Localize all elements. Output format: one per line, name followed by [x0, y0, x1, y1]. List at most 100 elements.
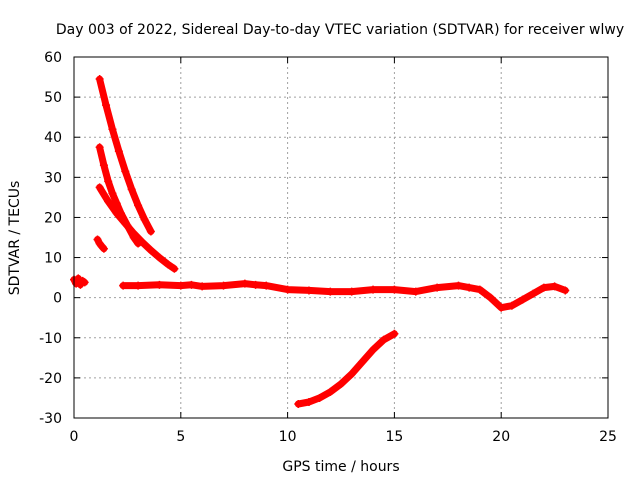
data-point [134, 281, 143, 290]
data-point [104, 177, 113, 186]
data-point [347, 287, 356, 296]
y-tick-label: -10 [39, 331, 62, 347]
data-point [390, 329, 399, 338]
data-point [251, 280, 260, 289]
data-point [95, 143, 104, 152]
data-point [99, 161, 108, 170]
data-point [99, 244, 108, 253]
series-line [96, 183, 178, 273]
data-point [369, 345, 378, 354]
y-tick-label: 50 [44, 90, 62, 106]
data-point [262, 281, 271, 290]
data-point [304, 397, 313, 406]
data-point [146, 227, 155, 236]
series-line [94, 236, 108, 253]
series-arc-short [93, 235, 108, 253]
data-point [80, 278, 89, 287]
data-point [347, 369, 356, 378]
y-tick-label: 40 [44, 130, 62, 146]
data-point [134, 201, 143, 210]
data-point [550, 282, 559, 291]
series-arc-negative [294, 329, 399, 408]
data-point [507, 301, 516, 310]
data-point [155, 280, 164, 289]
data-point [454, 281, 463, 290]
data-point [119, 281, 128, 290]
data-point [108, 125, 117, 134]
y-axis-label: SDTVAR / TECUs [7, 181, 23, 296]
data-point [358, 357, 367, 366]
data-point [326, 287, 335, 296]
data-point [390, 285, 399, 294]
data-point [102, 101, 111, 110]
data-point [95, 75, 104, 84]
data-point [140, 215, 149, 224]
data-point [240, 279, 249, 288]
data-point [497, 303, 506, 312]
y-tick-label: 0 [53, 291, 62, 307]
y-tick-label: 30 [44, 170, 62, 186]
x-tick-label: 15 [385, 429, 403, 445]
x-tick-label: 25 [599, 429, 617, 445]
data-point [337, 379, 345, 388]
data-point [121, 219, 130, 228]
data-point [104, 197, 113, 206]
data-point [112, 199, 121, 208]
data-point [93, 235, 102, 244]
data-point [121, 167, 130, 176]
data-point [176, 281, 185, 290]
data-point [112, 209, 121, 218]
data-points [70, 75, 570, 408]
axis-ticks: 0 5 10 15 20 25 -30 -20 -10 0 10 20 30 40 50 60 [39, 50, 617, 445]
plot-frame [73, 56, 609, 419]
data-point [74, 274, 83, 283]
data-point [198, 282, 207, 291]
data-point [475, 285, 484, 294]
data-point [433, 283, 442, 292]
data-point [170, 264, 179, 273]
data-point [114, 147, 123, 156]
data-point [304, 286, 313, 295]
data-point [219, 281, 228, 290]
data-point [95, 183, 104, 192]
data-point [108, 189, 117, 198]
data-point [127, 185, 136, 194]
data-point [529, 289, 538, 298]
x-tick-label: 5 [176, 429, 185, 445]
data-point [486, 293, 495, 302]
data-point [539, 283, 548, 292]
data-point [411, 287, 420, 296]
data-point [187, 280, 196, 289]
data-point [138, 238, 147, 247]
series-arc-start-cluster [70, 274, 89, 289]
data-point [326, 387, 335, 396]
data-point [465, 283, 474, 292]
series-arc-high [95, 75, 155, 236]
data-point [518, 295, 527, 304]
x-tick-label: 10 [279, 429, 297, 445]
data-point [283, 285, 292, 294]
data-point [369, 285, 378, 294]
y-tick-label: -30 [39, 411, 62, 427]
series-line [294, 330, 398, 408]
x-tick-label: 20 [492, 429, 510, 445]
data-point [294, 399, 303, 408]
y-tick-label: -20 [39, 371, 62, 387]
y-tick-label: 20 [44, 210, 62, 226]
series-arc-low [95, 183, 179, 273]
series-arc-baseline [119, 279, 570, 312]
data-point [155, 253, 164, 262]
data-point [146, 246, 155, 255]
y-tick-label: 60 [44, 50, 62, 66]
x-axis-label: GPS time / hours [282, 459, 399, 475]
chart-title: Day 003 of 2022, Sidereal Day-to-day VTE… [56, 22, 624, 38]
data-point [129, 229, 138, 238]
series-line [119, 280, 569, 312]
data-point [163, 260, 172, 269]
x-tick-label: 0 [70, 429, 79, 445]
y-tick-label: 10 [44, 251, 62, 267]
data-point [379, 335, 388, 344]
grid-lines [74, 57, 608, 418]
data-point [561, 286, 570, 295]
